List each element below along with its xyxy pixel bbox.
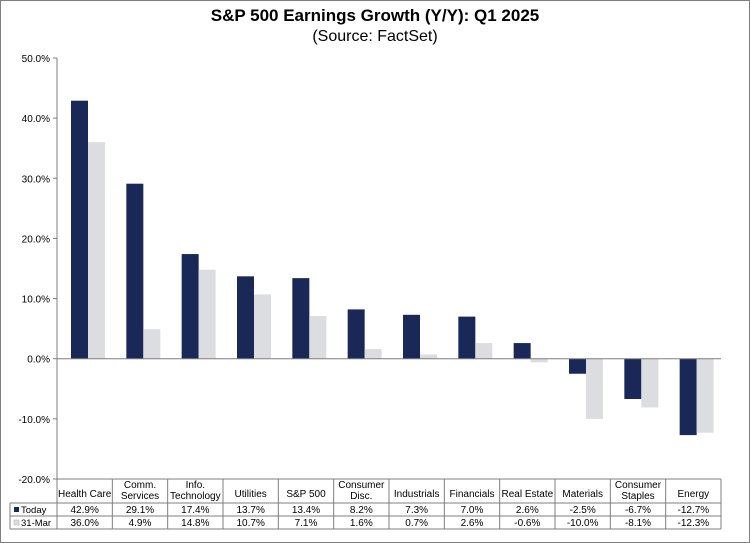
bar-31-mar [586,358,603,419]
category-label-line: Health Care [58,489,112,500]
y-tick-label: 0.0% [27,355,50,366]
data-label: -2.5% [570,505,596,516]
data-label: 36.0% [70,518,98,529]
y-tick-label: 40.0% [22,114,50,125]
chart-title: S&P 500 Earnings Growth (Y/Y): Q1 2025 [210,6,540,25]
category-label: Info. Technology [170,480,221,502]
category-label-line: Real Estate [501,489,553,500]
bar-today [126,183,144,359]
category-label-line: Utilities [235,489,267,500]
category-label-line: Consumer [338,480,385,491]
category-label: Financials [449,489,494,500]
category-label: Industrials [394,489,440,500]
data-label: -12.7% [677,505,709,516]
category-label-line: Info. [186,480,205,491]
category-label: Energy [677,489,709,500]
category-label-line: Financials [449,489,494,500]
data-label: 0.7% [405,518,428,529]
category-label: Consumer Staples [615,480,662,502]
y-tick-label: 20.0% [22,234,50,245]
legend-label: 31-Mar [21,518,51,529]
category-label: Real Estate [501,489,553,500]
bar-today [347,309,365,359]
data-label: 4.9% [129,518,152,529]
y-tick-label: -10.0% [18,415,50,426]
data-label: -8.1% [625,518,651,529]
chart-subtitle: (Source: FactSet) [312,28,438,45]
category-label-line: Disc. [350,491,372,502]
data-label: -0.6% [514,518,540,529]
category-label-line: Comm. [124,480,156,491]
bar-today [181,254,199,359]
bar-today [569,358,586,374]
data-label: -12.3% [677,518,709,529]
y-tick-label: -20.0% [18,475,50,486]
data-label: 2.6% [516,505,539,516]
bar-today [403,314,420,359]
bar-31-mar [530,358,548,363]
data-label: 17.4% [181,505,209,516]
bar-31-mar [254,294,271,359]
y-tick-label: 50.0% [22,54,50,65]
category-label: Utilities [235,489,267,500]
category-label: S&P 500 [286,489,326,500]
data-label: 8.2% [350,505,373,516]
bar-31-mar [420,354,437,359]
data-label: 13.7% [236,505,264,516]
category-label: Comm. Services [121,480,159,502]
category-label-line: Materials [562,489,603,500]
bar-today [513,343,531,359]
data-label: 29.1% [126,505,154,516]
data-label: 7.0% [461,505,484,516]
bar-today [679,358,697,436]
category-label-line: Services [121,491,159,502]
data-label: 42.9% [70,505,98,516]
bar-31-mar [88,142,105,359]
bar-31-mar [364,349,382,359]
bar-31-mar [641,358,659,408]
category-label-line: S&P 500 [286,489,326,500]
bar-31-mar [696,358,714,433]
bar-31-mar [309,316,327,359]
data-label: 1.6% [350,518,373,529]
data-label: 13.4% [292,505,320,516]
category-label: Consumer Disc. [338,480,385,502]
bar-31-mar [475,343,493,359]
data-label: 7.3% [405,505,428,516]
data-label: 10.7% [236,518,264,529]
legend-key-today [14,507,19,512]
data-label: 7.1% [295,518,318,529]
category-label: Health Care [58,489,112,500]
data-label: 2.6% [461,518,484,529]
bar-31-mar [143,329,161,359]
bar-today [71,100,88,359]
category-label: Materials [562,489,603,500]
plot-area: -20.0% -10.0% 0.0% 10.0% 20.0% 30.0% 40.0% 50.0… [18,54,721,486]
data-label: 14.8% [181,518,209,529]
category-label-line: Energy [677,489,709,500]
category-label-line: Technology [170,491,221,502]
legend-label: Today [21,505,47,516]
legend-key-31-mar [13,519,20,526]
y-tick-label: 10.0% [22,295,50,306]
category-label-line: Industrials [394,489,440,500]
data-label: -10.0% [567,518,599,529]
category-label-line: Staples [621,491,654,502]
y-tick-label: 30.0% [22,174,50,185]
bar-today [237,276,254,359]
data-label: -6.7% [625,505,651,516]
data-table: Health Care Comm. Services Info. Technology U… [9,478,722,530]
bar-today [458,316,476,359]
bar-today [624,358,642,400]
category-label-line: Consumer [615,480,662,491]
bar-today [292,278,310,359]
bar-31-mar [198,269,216,359]
